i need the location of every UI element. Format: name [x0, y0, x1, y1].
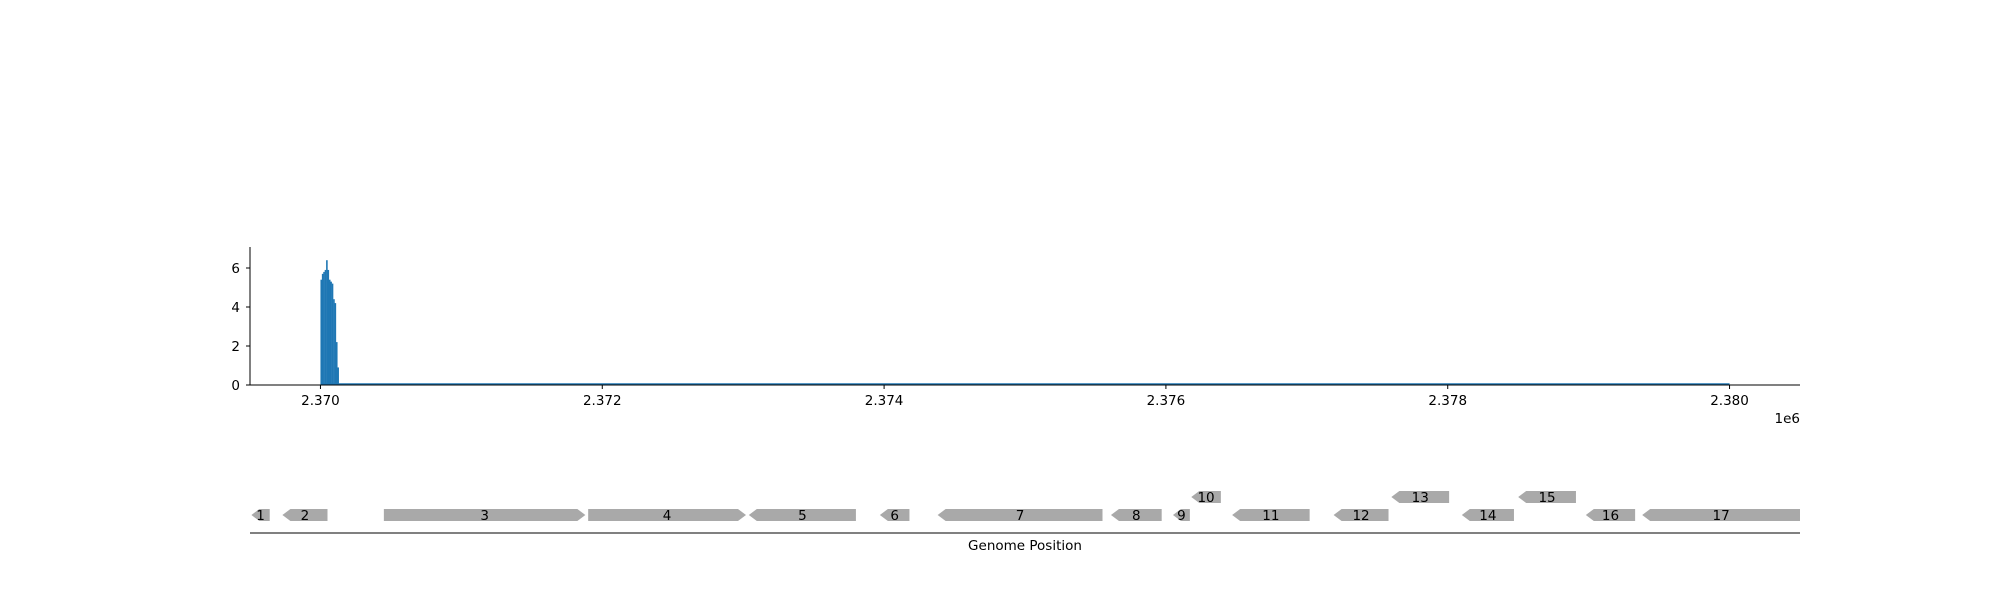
gene-1: 1: [251, 508, 270, 524]
x-tick-label: 2.370: [301, 393, 340, 409]
gene-9: 9: [1172, 508, 1190, 524]
gene-track-x-label: Genome Position: [968, 538, 1082, 554]
gene-arrow: [1172, 509, 1190, 521]
gene-label: 12: [1352, 508, 1369, 524]
gene-15: 15: [1518, 490, 1576, 506]
gene-arrow: [588, 509, 746, 521]
gene-16: 16: [1585, 508, 1636, 524]
gene-17: 17: [1642, 508, 1800, 524]
gene-arrow: [282, 509, 328, 521]
x-tick-label: 2.380: [1710, 393, 1749, 409]
gene-14: 14: [1461, 508, 1514, 524]
coverage-bar: [334, 303, 337, 385]
gene-label: 11: [1262, 508, 1279, 524]
x-tick-label: 2.376: [1147, 393, 1186, 409]
coverage-bar: [326, 260, 328, 385]
coverage-bar: [321, 273, 324, 385]
coverage-bar: [330, 281, 332, 385]
gene-label: 14: [1479, 508, 1496, 524]
gene-11: 11: [1232, 508, 1310, 524]
coverage-bar: [335, 342, 338, 385]
coverage-bar: [320, 279, 323, 385]
gene-2: 2: [282, 508, 328, 524]
gene-arrow: [1232, 509, 1310, 521]
gene-label: 9: [1177, 508, 1186, 524]
gene-arrow: [879, 509, 910, 521]
gene-7: 7: [937, 508, 1103, 524]
coverage-plot: 0 2 4 6 2.370 2.372 2.374 2.376 2.378 2.380 1e6: [231, 247, 1800, 427]
y-tick-label: 4: [231, 300, 240, 316]
gene-6: 6: [879, 508, 910, 524]
gene-3: 3: [383, 508, 586, 524]
gene-arrow: [1110, 509, 1162, 521]
gene-arrow: [1191, 491, 1221, 503]
gene-arrow: [1518, 491, 1576, 503]
y-axis-ticks: 0 2 4 6: [231, 261, 250, 394]
y-tick-label: 6: [231, 261, 240, 277]
x-tick-label: 2.372: [583, 393, 622, 409]
gene-label: 5: [798, 508, 807, 524]
coverage-bar: [331, 283, 334, 385]
gene-arrow: [251, 509, 270, 521]
y-tick-label: 0: [231, 378, 240, 394]
gene-12: 12: [1333, 508, 1389, 524]
coverage-bar: [327, 269, 330, 385]
gene-arrow: [1461, 509, 1514, 521]
coverage-bars: [320, 260, 339, 385]
gene-label: 2: [301, 508, 310, 524]
gene-arrow: [748, 509, 856, 521]
gene-label: 3: [480, 508, 489, 524]
gene-arrow: [383, 509, 586, 521]
gene-label: 10: [1197, 490, 1214, 506]
coverage-bar: [328, 279, 331, 385]
gene-13: 13: [1391, 490, 1450, 506]
coverage-bar: [323, 271, 325, 385]
coverage-bar: [324, 269, 327, 385]
gene-label: 4: [663, 508, 672, 524]
gene-arrow: [1585, 509, 1636, 521]
gene-arrow: [937, 509, 1103, 521]
gene-label: 8: [1132, 508, 1141, 524]
coverage-bar: [333, 299, 335, 385]
gene-5: 5: [748, 508, 856, 524]
gene-arrow: [1642, 509, 1800, 521]
coverage-bar: [337, 367, 339, 385]
gene-10: 10: [1191, 490, 1221, 506]
x-axis-offset-label: 1e6: [1775, 411, 1800, 427]
x-tick-label: 2.378: [1428, 393, 1467, 409]
x-tick-label: 2.374: [865, 393, 904, 409]
gene-4: 4: [588, 508, 746, 524]
gene-8: 8: [1110, 508, 1162, 524]
gene-label: 7: [1016, 508, 1025, 524]
gene-arrow: [1391, 491, 1450, 503]
gene-label: 6: [890, 508, 899, 524]
y-tick-label: 2: [231, 339, 240, 355]
gene-label: 17: [1712, 508, 1729, 524]
x-axis-ticks: 2.370 2.372 2.374 2.376 2.378 2.380: [301, 385, 1749, 409]
gene-label: 13: [1412, 490, 1429, 506]
gene-label: 16: [1602, 508, 1619, 524]
gene-arrow: [1333, 509, 1389, 521]
gene-label: 1: [256, 508, 265, 524]
gene-label: 15: [1538, 490, 1555, 506]
